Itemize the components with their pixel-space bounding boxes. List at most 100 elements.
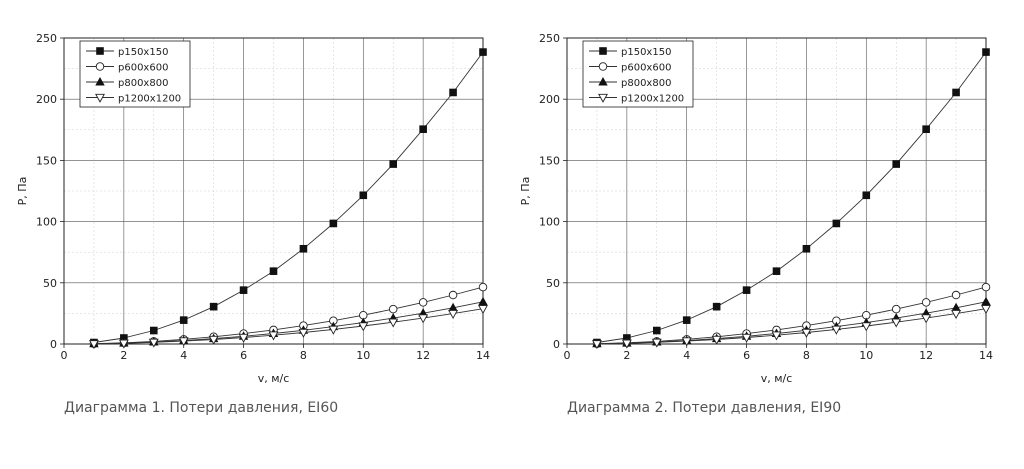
data-point (449, 88, 457, 97)
data-point (479, 48, 487, 56)
data-point (95, 76, 105, 86)
y-tick-label: 0 (553, 338, 560, 351)
legend-item: p150x150 (589, 47, 671, 58)
axis-ticks: 0 2 4 6 8 10 12 14 0 50 100 150 200 250 (36, 32, 490, 362)
chart-panel-1: 0 2 4 6 8 10 12 14 0 50 100 150 200 250 v, м/с P, Па p15… (16, 32, 490, 416)
data-point (772, 267, 781, 275)
x-tick-label: 10 (356, 349, 370, 362)
data-point (598, 62, 608, 71)
data-point (389, 160, 398, 168)
data-point (951, 290, 961, 300)
data-point (891, 304, 901, 314)
data-point (148, 338, 159, 348)
series-p1200x1200 (591, 305, 991, 350)
data-point (88, 340, 99, 350)
legend-item: p1200x1200 (86, 94, 181, 105)
y-tick-label: 50 (43, 277, 57, 290)
data-point (418, 298, 428, 307)
data-point (178, 337, 189, 347)
legend-label: p150x150 (118, 47, 168, 58)
data-point (299, 244, 308, 253)
data-point (329, 219, 338, 228)
data-point (982, 48, 990, 56)
pressure-loss-chart-ei90: 0 2 4 6 8 10 12 14 0 50 100 150 200 250 v, м/с P, Па p15… (519, 32, 993, 385)
data-point (771, 331, 782, 341)
y-tick-label: 50 (546, 277, 560, 290)
data-point (239, 286, 248, 294)
data-point (478, 282, 488, 292)
legend-label: p1200x1200 (621, 94, 684, 105)
data-point (599, 47, 607, 55)
y-tick-label: 0 (50, 338, 57, 351)
legend-item: p800x800 (589, 76, 671, 89)
x-tick-label: 10 (859, 349, 873, 362)
legend-item: p1200x1200 (589, 94, 684, 105)
grid (64, 38, 483, 344)
legend: p150x150 p600x600 p800x800 p1200x1200 (79, 40, 191, 108)
data-point (96, 47, 104, 55)
data-point (741, 333, 752, 343)
data-point (95, 93, 105, 103)
data-point (359, 191, 368, 200)
data-point (118, 339, 129, 349)
data-point (711, 335, 722, 345)
y-tick-label: 100 (36, 216, 57, 229)
x-tick-label: 12 (416, 349, 430, 362)
data-point (831, 325, 842, 335)
data-point (358, 322, 369, 332)
axis-ticks: 0 2 4 6 8 10 12 14 0 50 100 150 200 250 (539, 32, 993, 362)
legend-label: p600x600 (118, 63, 168, 74)
data-point (621, 339, 632, 349)
data-point (952, 88, 960, 97)
y-tick-label: 200 (36, 93, 57, 106)
data-point (981, 296, 991, 306)
data-point (742, 286, 751, 294)
data-point (682, 316, 691, 324)
data-point (149, 326, 158, 335)
legend-label: p1200x1200 (118, 94, 181, 105)
y-tick-label: 100 (539, 216, 560, 229)
legend-item: p600x600 (86, 62, 168, 74)
data-point (478, 296, 488, 306)
data-point (651, 338, 662, 348)
data-point (981, 282, 991, 292)
legend: p150x150 p600x600 p800x800 p1200x1200 (582, 40, 694, 108)
data-point (681, 337, 692, 347)
legend-item: p800x800 (86, 76, 168, 89)
legend-label: p800x800 (118, 78, 168, 89)
data-point (418, 314, 429, 324)
x-tick-label: 6 (240, 349, 247, 362)
data-point (652, 326, 661, 335)
data-point (209, 302, 218, 311)
y-tick-label: 150 (539, 154, 560, 167)
data-point (478, 305, 488, 315)
x-tick-label: 12 (919, 349, 933, 362)
pressure-loss-chart-ei60: 0 2 4 6 8 10 12 14 0 50 100 150 200 250 v, м/с P, Па p15… (16, 32, 490, 385)
x-tick-label: 2 (120, 349, 127, 362)
y-tick-label: 200 (539, 93, 560, 106)
series-line (596, 308, 987, 345)
data-point (268, 331, 279, 341)
data-point (238, 333, 249, 343)
data-point (892, 160, 901, 168)
legend-item: p150x150 (86, 47, 168, 58)
data-point (861, 322, 872, 332)
x-tick-label: 14 (979, 349, 993, 362)
data-point (712, 302, 721, 311)
data-point (981, 305, 991, 315)
chart-caption: Диаграмма 1. Потери давления, EI60 (64, 400, 339, 416)
x-tick-label: 8 (300, 349, 307, 362)
series-line (93, 51, 484, 343)
data-point (862, 191, 871, 200)
data-point (802, 244, 811, 253)
y-tick-label: 150 (36, 154, 57, 167)
data-point (298, 328, 309, 338)
data-point (891, 318, 902, 328)
y-axis-label: P, Па (16, 177, 29, 206)
chart-caption: Диаграмма 2. Потери давления, EI90 (567, 400, 842, 416)
legend-item: p600x600 (589, 62, 671, 74)
chart-panel-2: 0 2 4 6 8 10 12 14 0 50 100 150 200 250 v, м/с P, Па p15… (512, 0, 1024, 469)
legend-label: p150x150 (621, 47, 671, 58)
y-tick-label: 250 (539, 32, 560, 45)
legend-label: p600x600 (621, 63, 671, 74)
